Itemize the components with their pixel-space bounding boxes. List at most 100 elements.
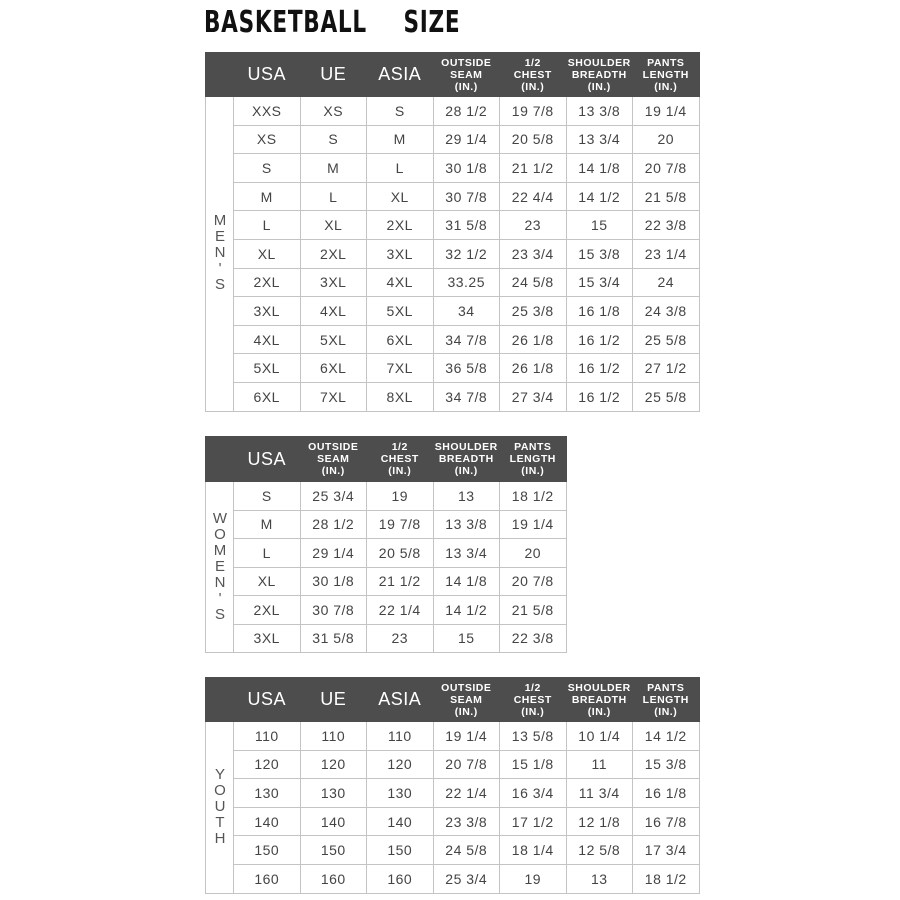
table-row: 6XL 7XL 8XL 34 7/8 27 3/4 16 1/2 25 5/8 xyxy=(206,381,700,412)
table-row: 5XL 6XL 7XL 36 5/8 26 1/8 16 1/2 27 1/2 xyxy=(206,353,700,383)
table-cell: 19 xyxy=(366,481,434,511)
table-cell: 19 1/4 xyxy=(632,96,700,126)
table-cell: 2XL xyxy=(366,210,434,240)
column-header: UE xyxy=(299,677,367,722)
table-cell: 20 5/8 xyxy=(366,538,434,568)
table-row: YOUTH 110 110 110 19 1/4 13 5/8 10 1/4 14 1/2 xyxy=(205,721,700,894)
table-cell: 16 3/4 xyxy=(499,778,567,808)
table-cell: 23 xyxy=(499,210,567,240)
table-cell: 16 1/8 xyxy=(632,778,700,808)
column-header: OUTSIDE SEAM (IN.) xyxy=(432,677,500,722)
table-row: 3XL 4XL 5XL 34 25 3/8 16 1/8 24 3/8 xyxy=(206,296,700,326)
table-cell: 21 5/8 xyxy=(499,595,567,625)
header-blank xyxy=(205,436,234,482)
table-cell: 160 xyxy=(299,863,367,894)
table-cell: 24 xyxy=(632,267,700,298)
table-cell: 23 1/4 xyxy=(632,238,700,269)
table-row: MEN'S XXS XS S 28 1/2 19 7/8 13 3/8 19 1/4 xyxy=(205,96,700,412)
table-cell: 14 1/8 xyxy=(432,566,500,596)
table-cell: 16 7/8 xyxy=(632,806,700,837)
table-cell: 19 7/8 xyxy=(499,96,567,126)
table-cell: 15 xyxy=(432,623,500,653)
table-cell: 13 3/4 xyxy=(432,538,500,568)
header-blank xyxy=(205,52,234,97)
table-cell: 15 1/8 xyxy=(499,749,567,780)
table-row: WOMEN'S S 25 3/4 19 13 18 1/2 xyxy=(205,481,567,653)
table-cell: XL xyxy=(233,566,301,596)
table-cell: 140 xyxy=(299,806,367,837)
womens-size-table: USA OUTSIDE SEAM (IN.) 1/2 CHEST (IN.) SHOULDER… xyxy=(205,436,567,653)
table-cell: XL xyxy=(233,238,301,269)
column-header: USA xyxy=(233,677,301,722)
table-row: S M L 30 1/8 21 1/2 14 1/8 20 7/8 xyxy=(206,153,700,183)
section-label-cell: YOUTH xyxy=(205,721,234,894)
table-row: 2XL 30 7/8 22 1/4 14 1/2 21 5/8 xyxy=(206,595,567,625)
table-cell: 25 5/8 xyxy=(632,381,700,412)
column-header: ASIA xyxy=(366,52,434,97)
table-cell: 130 xyxy=(299,778,367,808)
table-cell: 3XL xyxy=(233,623,301,653)
table-cell: 30 7/8 xyxy=(299,595,367,625)
table-row: M L XL 30 7/8 22 4/4 14 1/2 21 5/8 xyxy=(206,181,700,212)
table-cell: 120 xyxy=(233,749,301,780)
table-cell: XXS xyxy=(233,96,301,126)
table-cell: 160 xyxy=(233,863,301,894)
table-cell: 5XL xyxy=(299,324,367,355)
table-cell: 16 1/2 xyxy=(565,353,633,383)
table-row: 130 130 130 22 1/4 16 3/4 11 3/4 16 1/8 xyxy=(206,778,700,808)
table-cell: M xyxy=(366,124,434,155)
table-cell: 110 xyxy=(233,721,301,751)
table-cell: 30 7/8 xyxy=(432,181,500,212)
column-header: PANTS LENGTH (IN.) xyxy=(499,436,567,482)
table-cell: 5XL xyxy=(366,296,434,326)
table-cell: 120 xyxy=(366,749,434,780)
table-cell: 20 7/8 xyxy=(432,749,500,780)
table-cell: 28 1/2 xyxy=(432,96,500,126)
table-row: 150 150 150 24 5/8 18 1/4 12 5/8 17 3/4 xyxy=(206,835,700,865)
table-cell: M xyxy=(299,153,367,183)
table-cell: XS xyxy=(299,96,367,126)
table-cell: 25 5/8 xyxy=(632,324,700,355)
table-cell: 18 1/4 xyxy=(499,835,567,865)
table-cell: 150 xyxy=(299,835,367,865)
table-cell: L xyxy=(299,181,367,212)
table-cell: 3XL xyxy=(233,296,301,326)
table-cell: 20 xyxy=(632,124,700,155)
table-cell: 27 3/4 xyxy=(499,381,567,412)
header-row: USA OUTSIDE SEAM (IN.) 1/2 CHEST (IN.) SHOULDER… xyxy=(205,436,567,482)
table-cell: XS xyxy=(233,124,301,155)
table-cell: 140 xyxy=(366,806,434,837)
mens-size-table: USA UE ASIA OUTSIDE SEAM (IN.) 1/2 CHEST (IN.) SH… xyxy=(205,52,700,412)
table-cell: 19 1/4 xyxy=(499,509,567,539)
column-header: SHOULDER BREADTH (IN.) xyxy=(432,436,500,482)
table-row: 120 120 120 20 7/8 15 1/8 11 15 3/8 xyxy=(206,749,700,780)
table-cell: 20 xyxy=(499,538,567,568)
column-header: USA xyxy=(233,436,301,482)
column-header: PANTS LENGTH (IN.) xyxy=(632,677,700,722)
table-cell: 130 xyxy=(233,778,301,808)
table-row: M 28 1/2 19 7/8 13 3/8 19 1/4 xyxy=(206,509,567,539)
table-row: 140 140 140 23 3/8 17 1/2 12 1/8 16 7/8 xyxy=(206,806,700,837)
table-cell: 18 1/2 xyxy=(499,481,567,511)
table-cell: 17 1/2 xyxy=(499,806,567,837)
table-cell: 3XL xyxy=(299,267,367,298)
table-cell: 110 xyxy=(366,721,434,751)
table-cell: 15 3/8 xyxy=(632,749,700,780)
table-cell: 21 5/8 xyxy=(632,181,700,212)
table-cell: 15 3/8 xyxy=(565,238,633,269)
table-cell: 21 1/2 xyxy=(499,153,567,183)
table-cell: 130 xyxy=(366,778,434,808)
table-cell: 7XL xyxy=(299,381,367,412)
section-label: WOMEN'S xyxy=(211,509,229,622)
table-cell: 17 3/4 xyxy=(632,835,700,865)
section-label-cell: MEN'S xyxy=(205,96,234,412)
table-cell: 120 xyxy=(299,749,367,780)
table-cell: 4XL xyxy=(366,267,434,298)
table-cell: 24 5/8 xyxy=(499,267,567,298)
youth-size-table: USA UE ASIA OUTSIDE SEAM (IN.) 1/2 CHEST (IN.) SH… xyxy=(205,677,700,894)
table-cell: 27 1/2 xyxy=(632,353,700,383)
table-cell: M xyxy=(233,509,301,539)
table-cell: 33.25 xyxy=(432,267,500,298)
table-cell: 34 xyxy=(432,296,500,326)
table-cell: M xyxy=(233,181,301,212)
